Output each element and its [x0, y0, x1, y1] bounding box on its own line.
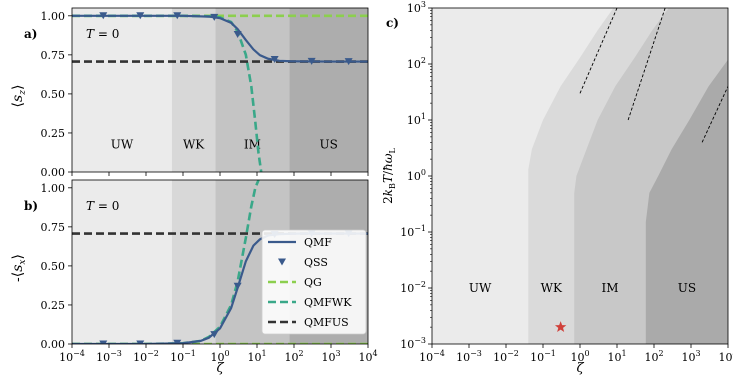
xtick-label: 10−3 — [456, 349, 482, 364]
point-qss-0 — [99, 340, 108, 344]
series-line-qmf — [72, 14, 368, 63]
panel-c-label: c) — [386, 16, 399, 30]
xtick-label: 100 — [570, 349, 589, 364]
ytick-label: 0.25 — [41, 299, 66, 312]
point-qss-6 — [307, 57, 316, 65]
ytick-label: 103 — [407, 0, 426, 15]
panel-c-region-labels: UW WK IM US — [469, 281, 696, 295]
legend-label-qmfwk: QMFWK — [304, 296, 352, 309]
point-qss-0 — [99, 12, 108, 20]
panel-a-series — [72, 12, 368, 172]
legend-label-qmf: QMF — [304, 236, 332, 249]
point-qss-2 — [173, 12, 182, 20]
ytick-label: 1.00 — [41, 182, 66, 195]
region-label-wk: WK — [541, 281, 563, 295]
xtick-label: 10−4 — [419, 349, 445, 364]
point-qss-3 — [210, 331, 219, 339]
ytick-label: 0.00 — [41, 338, 66, 351]
point-qss-3 — [210, 13, 219, 21]
series-line-qmfwk — [72, 180, 260, 344]
xtick-label: 10−2 — [133, 349, 159, 364]
ytick-label: 0.75 — [41, 49, 66, 62]
region-label-uw: UW — [469, 281, 492, 295]
xtick-label: 10−1 — [170, 349, 196, 364]
panel-b-ylabel: -⟨sx⟩ — [10, 254, 28, 282]
xtick-label: 104 — [358, 349, 377, 364]
region-band-0 — [72, 180, 172, 344]
panel-a-axes: 0.00 0.25 0.50 0.75 1.00 — [41, 10, 369, 179]
xtick-label: 10−2 — [493, 349, 519, 364]
region-label-us: US — [678, 281, 696, 295]
panel-c-marker-layer — [554, 321, 567, 332]
region-band-0 — [72, 8, 172, 172]
xtick-label: 102 — [644, 349, 663, 364]
ytick-label: 101 — [407, 112, 426, 127]
panel-b-axes: 0.00 0.25 0.50 0.75 1.00 10−4 10−3 10−2 10−1 100 1… — [41, 182, 378, 364]
xtick-label: 10−1 — [530, 349, 556, 364]
ytick-label: 100 — [407, 168, 426, 183]
ytick-label: 0.50 — [41, 88, 66, 101]
legend-label-qg: QG — [304, 276, 322, 289]
region-label-us: US — [320, 138, 338, 152]
region-label-wk: WK — [183, 138, 205, 152]
panel-b-annotation: T = 0 — [86, 199, 119, 213]
xtick-label: 103 — [681, 349, 700, 364]
panel-b-label: b) — [24, 199, 38, 213]
region-band-1 — [171, 180, 216, 344]
panel-b-xlabel: ζ — [216, 361, 224, 376]
panel-a-region-labels: UW WK IM US — [111, 138, 338, 152]
panel-a-annotation: T = 0 — [86, 27, 119, 41]
xtick-label: 101 — [607, 349, 626, 364]
legend-swatch-qss — [278, 258, 286, 266]
panel-a: UW WK IM US 0.000.250.500.751.00 a) T = 0 ⟨… — [10, 7, 369, 179]
asymptote-line-0 — [579, 8, 618, 94]
point-qss-4 — [233, 31, 242, 39]
ytick-label: 10−2 — [400, 280, 426, 295]
point-qss-1 — [136, 12, 145, 20]
ytick-label: 0.00 — [41, 166, 66, 179]
ytick-label: 10−1 — [400, 224, 426, 239]
panel-a-label: a) — [24, 27, 37, 41]
legend-label-qmfus: QMFUS — [304, 316, 349, 329]
point-qss-1 — [136, 340, 145, 344]
panel-c-asymptotes — [579, 8, 728, 143]
xtick-label: 104 — [718, 349, 733, 364]
region-band-1 — [171, 8, 216, 172]
ytick-label: 10−3 — [400, 336, 426, 351]
panel-b: 0.00 0.25 0.50 0.75 1.00 10−4 10−3 10−2 10−1 100 1… — [10, 179, 378, 376]
star-marker — [554, 321, 567, 332]
ytick-label: 0.75 — [41, 221, 66, 234]
xtick-label: 10−4 — [59, 349, 85, 364]
series-line-qmfwk — [72, 14, 263, 172]
region-label-im: IM — [602, 281, 619, 295]
xtick-label: 102 — [284, 349, 303, 364]
asymptote-line-2 — [701, 86, 728, 143]
point-qss-5 — [270, 56, 279, 64]
point-qss-4 — [233, 282, 242, 290]
xtick-label: 103 — [321, 349, 340, 364]
panel-b-legend: QMF QSS QG QMFWK QMFUS — [261, 229, 367, 335]
xtick-label: 101 — [247, 349, 266, 364]
region-label-uw: UW — [111, 138, 134, 152]
point-qss-7 — [344, 58, 353, 66]
panel-c-xlabel: ζ — [576, 361, 584, 376]
ytick-label: 0.50 — [41, 260, 66, 273]
ytick-label: 102 — [407, 56, 426, 71]
panel-a-regions — [72, 8, 368, 172]
ytick-label: 1.00 — [41, 10, 66, 23]
panel-a-ylabel: ⟨sz⟩ — [10, 85, 28, 108]
ytick-label: 0.25 — [41, 127, 66, 140]
legend-label-qss: QSS — [304, 256, 328, 269]
point-qss-2 — [173, 339, 182, 344]
legend-box — [261, 229, 367, 335]
panel-c-regions — [432, 8, 728, 344]
xtick-label: 10−3 — [96, 349, 122, 364]
region-band-3 — [289, 8, 368, 172]
panel-c-axes: 10−410−310−210−110010110210310410−310−21… — [400, 0, 733, 364]
xtick-label: 100 — [210, 349, 229, 364]
panel-c-ylabel: 2kBT/ħωL — [381, 147, 397, 203]
